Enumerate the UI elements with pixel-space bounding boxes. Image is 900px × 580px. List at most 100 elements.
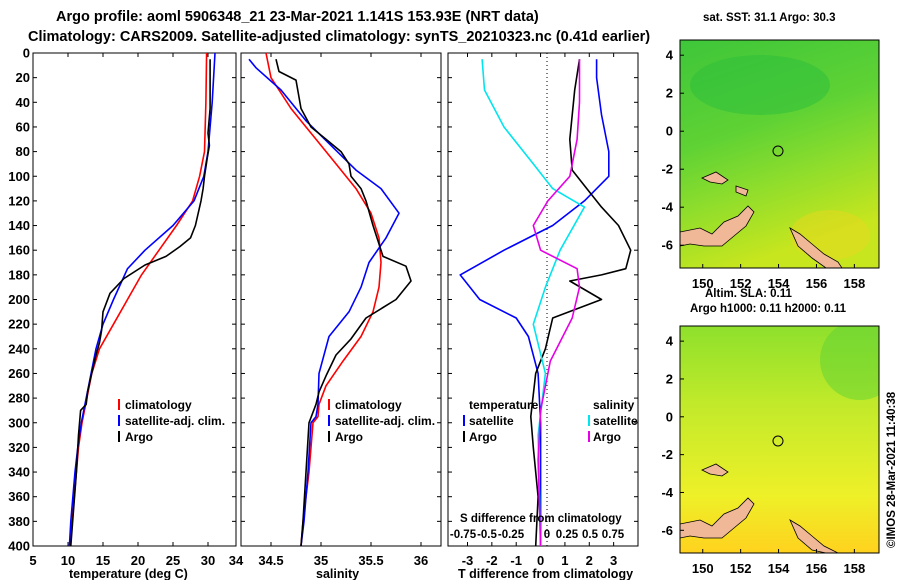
x-tick-label: 0 — [537, 553, 544, 568]
map-x-tick-label: 156 — [806, 276, 828, 291]
island-landmass — [735, 185, 749, 197]
s-tick-label: 0 — [544, 529, 550, 541]
y-tick-label: 400 — [8, 539, 30, 554]
y-tick-label: 260 — [8, 366, 30, 381]
legend-t-satellite-label: satellite — [469, 414, 514, 428]
x-tick-label: 20 — [131, 553, 145, 568]
s-tick-label: 0.5 — [582, 529, 599, 541]
temperature-legend: climatology satellite-adj. clim. Argo — [118, 398, 225, 444]
legend-s-argo-label: Argo — [593, 430, 621, 444]
x-tick-label: 5 — [29, 553, 36, 568]
y-tick-label: 220 — [8, 317, 30, 332]
y-tick-label: 200 — [8, 292, 30, 307]
x-tick-label: 1 — [561, 553, 568, 568]
map-y-tick-label: -4 — [661, 485, 673, 500]
map-x-tick-label: 158 — [844, 561, 866, 576]
x-tick-label: 15 — [96, 553, 110, 568]
series-line-t-argo — [530, 59, 632, 547]
map-y-tick-label: -6 — [661, 238, 673, 253]
x-tick-label: 2 — [586, 553, 593, 568]
y-tick-label: 380 — [8, 514, 30, 529]
y-tick-label: 20 — [16, 70, 30, 85]
map-x-tick-label: 152 — [730, 276, 752, 291]
x-tick-label: -3 — [462, 553, 474, 568]
sla-low-patch — [820, 326, 879, 400]
salinity-axes-frame — [240, 52, 442, 547]
credit-stamp: ©IMOS 28-Mar-2021 11:40:38 — [886, 391, 898, 548]
difference-axes-frame — [447, 52, 639, 547]
new-guinea-landmass — [680, 205, 755, 247]
s-tick-label: -0.25 — [498, 529, 525, 541]
x-tick-label: 30 — [201, 553, 215, 568]
y-tick-label: 40 — [16, 95, 30, 110]
sst-map-frame — [679, 39, 880, 269]
sla-map-title-2: Argo h1000: 0.11 h2000: 0.11 — [690, 303, 847, 315]
map-y-tick-label: 4 — [666, 334, 674, 349]
salinity-xlabel: salinity — [316, 567, 359, 580]
map-y-tick-label: 0 — [666, 409, 673, 424]
x-tick-label: 36 — [414, 553, 428, 568]
y-tick-label: 160 — [8, 243, 30, 258]
solomon-islands-landmass — [789, 519, 839, 553]
x-tick-label: 3 — [610, 553, 617, 568]
legend-satellite-label: satellite-adj. clim. — [335, 414, 435, 428]
x-tick-label: 35.5 — [358, 553, 383, 568]
sla-map: Altim. SLA: 0.11 Argo h1000: 0.11 h2000:… — [661, 288, 880, 576]
map-y-tick-label: 2 — [666, 371, 673, 386]
temperature-xlabel: temperature (deg C) — [69, 567, 188, 580]
legend-satellite-label: satellite-adj. clim. — [125, 414, 225, 428]
map-x-tick-label: 150 — [692, 561, 714, 576]
temperature-chart: 5 10 15 20 25 30 34020406080100120140160180200… — [8, 46, 244, 580]
y-tick-label: 120 — [8, 193, 30, 208]
y-tick-label: 360 — [8, 489, 30, 504]
s-tick-label: 0.75 — [602, 529, 625, 541]
title-line-1: Argo profile: aoml 5906348_21 23-Mar-202… — [56, 9, 539, 25]
difference-legend: temperature satellite Argo salinity sate… — [463, 398, 638, 444]
x-tick-label: 25 — [166, 553, 180, 568]
x-tick-label: -2 — [486, 553, 498, 568]
map-x-tick-label: 152 — [730, 561, 752, 576]
x-tick-label: -1 — [510, 553, 522, 568]
sst-map: sat. SST: 31.1 Argo: 30.3 150 152 154 156 15… — [661, 12, 880, 291]
series-line-t-satellite — [459, 59, 610, 546]
x-tick-label: 10 — [61, 553, 75, 568]
y-tick-label: 240 — [8, 341, 30, 356]
legend-climatology-label: climatology — [335, 398, 402, 412]
series-line-s-satellite — [481, 59, 586, 547]
s-tick-label: -0.75 — [450, 529, 477, 541]
y-tick-label: 340 — [8, 465, 30, 480]
y-tick-label: 0 — [23, 46, 30, 61]
legend-salinity-title: salinity — [593, 398, 635, 412]
difference-chart: -3 -2 -1 0 1 2 3-0.75 -0.5 -0.25 0 0.25 0.5 0.75 T d… — [447, 52, 639, 580]
legend-s-satellite-label: satellite — [593, 414, 638, 428]
legend-argo-label: Argo — [335, 430, 363, 444]
y-tick-label: 180 — [8, 267, 30, 282]
x-tick-label: 34.5 — [258, 553, 283, 568]
x-tick-label: 34 — [229, 553, 244, 568]
s-difference-label: S difference from climatology — [460, 513, 622, 525]
map-x-tick-label: 154 — [768, 561, 790, 576]
series-line-climatology — [265, 52, 382, 547]
salinity-chart: 34.5 35 35.5 36 salinity climatology satell… — [240, 52, 442, 580]
x-tick-label: 35 — [314, 553, 328, 568]
sla-map-frame — [679, 325, 880, 554]
difference-xlabel: T difference from climatology — [458, 567, 633, 580]
s-tick-label: 0.25 — [556, 529, 579, 541]
y-tick-label: 100 — [8, 169, 30, 184]
map-x-tick-label: 150 — [692, 276, 714, 291]
sst-cool-patch — [690, 55, 830, 115]
solomon-islands-landmass — [789, 227, 843, 268]
island-landmass — [701, 171, 729, 185]
s-tick-label: -0.5 — [477, 529, 497, 541]
legend-climatology-label: climatology — [125, 398, 192, 412]
map-y-tick-label: 0 — [666, 124, 673, 139]
series-line-argo — [70, 59, 211, 547]
island-landmass — [701, 463, 729, 477]
argo-location-marker — [772, 435, 784, 447]
map-x-tick-label: 154 — [768, 276, 790, 291]
salinity-legend: climatology satellite-adj. clim. Argo — [328, 398, 435, 444]
map-x-tick-label: 158 — [844, 276, 866, 291]
map-y-tick-label: -2 — [661, 162, 673, 177]
y-tick-label: 80 — [16, 144, 30, 159]
y-tick-label: 60 — [16, 119, 30, 134]
